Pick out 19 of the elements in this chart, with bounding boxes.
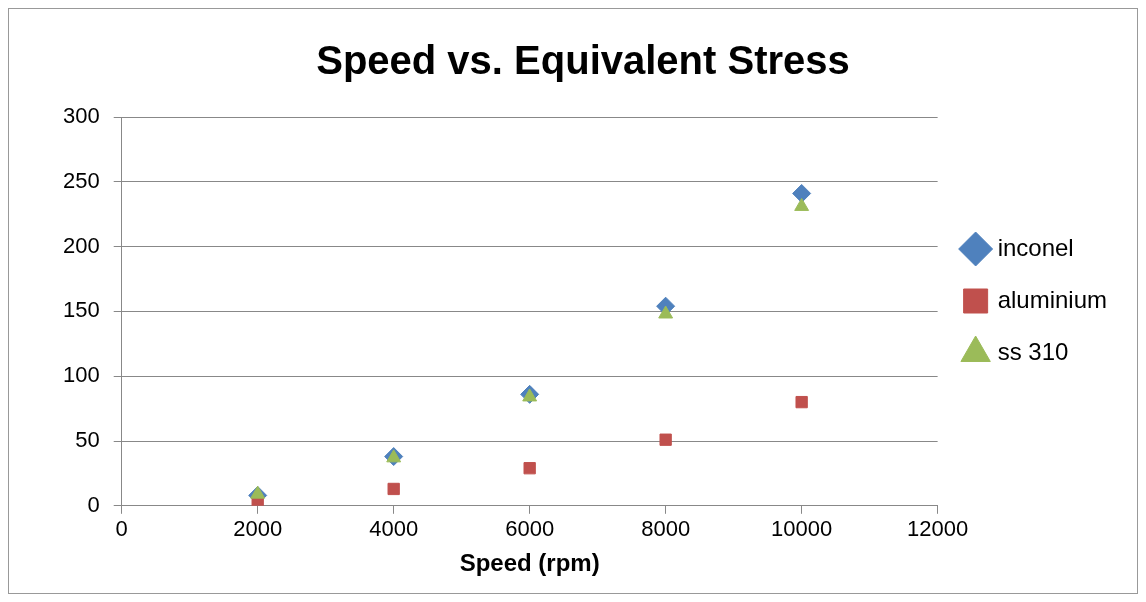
legend-label: inconel xyxy=(997,233,1074,261)
legend-label: aluminium xyxy=(997,285,1107,313)
y-tick-label: 50 xyxy=(75,427,100,453)
y-tick-label: 0 xyxy=(87,491,100,517)
x-tick-label: 8000 xyxy=(641,516,691,542)
x-axis-title: Speed (rpm) xyxy=(459,549,600,577)
y-tick-label: 250 xyxy=(62,167,100,193)
x-tick-label: 2000 xyxy=(233,516,283,542)
legend-label: ss 310 xyxy=(997,337,1069,365)
x-tick-label: 10000 xyxy=(771,516,833,542)
x-tick-label: 4000 xyxy=(369,516,419,542)
x-tick-label: 0 xyxy=(115,516,128,542)
y-tick-label: 300 xyxy=(62,103,100,129)
y-tick-label: 100 xyxy=(62,362,100,388)
chart-title: Speed vs. Equivalent Stress xyxy=(316,38,850,83)
y-tick-label: 200 xyxy=(62,232,100,258)
y-tick-label: 150 xyxy=(62,297,100,323)
x-tick-label: 12000 xyxy=(907,516,969,542)
x-tick-label: 6000 xyxy=(505,516,555,542)
